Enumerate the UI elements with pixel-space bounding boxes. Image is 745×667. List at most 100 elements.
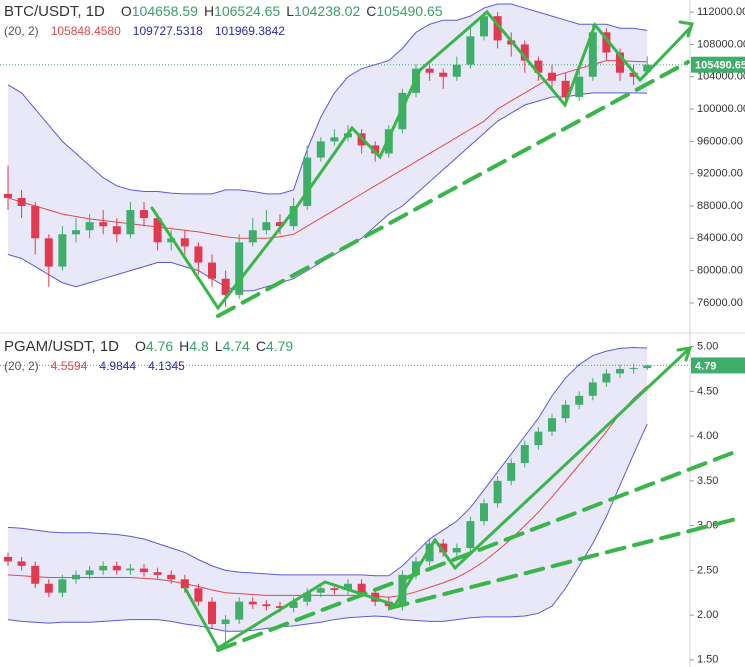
candle-body bbox=[194, 588, 203, 602]
y-tick-label: 3.50 bbox=[697, 475, 718, 487]
candle-body bbox=[72, 230, 80, 235]
candle-body bbox=[44, 238, 53, 267]
legend-header: PGAM/USDT, 1D O4.76 H4.8 L4.74 C4.79 bbox=[4, 338, 293, 356]
indicator-value: 101969.3842 bbox=[214, 24, 285, 38]
candle-body bbox=[466, 36, 475, 65]
y-tick-label: 4.50 bbox=[697, 385, 718, 397]
candle-body bbox=[561, 80, 570, 97]
candle-body bbox=[167, 574, 176, 580]
candle-body bbox=[248, 230, 257, 243]
ohlc-value: 104658.59 bbox=[131, 3, 198, 19]
y-tick-label: 4.00 bbox=[697, 430, 718, 442]
candle-body bbox=[629, 72, 638, 77]
indicator-value: 4.9844 bbox=[99, 359, 137, 373]
candle-body bbox=[303, 157, 312, 206]
band-middle bbox=[7, 385, 648, 598]
last-price-badge bbox=[691, 56, 745, 73]
legend-header: BTC/USDT, 1D O104658.59 H106524.65 L104238.… bbox=[4, 3, 443, 21]
candle-body bbox=[262, 604, 271, 607]
candle-body bbox=[575, 76, 584, 97]
candle-body bbox=[99, 565, 108, 571]
candle-body bbox=[480, 16, 488, 37]
candle-body bbox=[221, 619, 230, 625]
ohlc-key: C bbox=[366, 3, 377, 19]
candle-body bbox=[276, 222, 284, 227]
indicator-legend: (20, 2) 4.5594 4.9844 4.1345 bbox=[4, 359, 197, 373]
candle-body bbox=[643, 64, 652, 72]
candle-body bbox=[17, 197, 26, 206]
candle-body bbox=[548, 72, 556, 81]
band-fill bbox=[8, 4, 648, 291]
candle-body bbox=[140, 568, 148, 573]
trend-dashed bbox=[216, 60, 690, 318]
candle-body bbox=[126, 568, 135, 571]
candle-body bbox=[4, 193, 12, 198]
y-tick-label: 88000.00 bbox=[697, 200, 743, 212]
candle-body bbox=[316, 588, 325, 593]
y-tick-label: 76000.00 bbox=[697, 297, 743, 309]
y-tick-label: 100000.00 bbox=[697, 103, 745, 115]
candle-body bbox=[507, 462, 516, 481]
candle-body bbox=[180, 238, 189, 247]
indicator-value: 109727.5318 bbox=[132, 24, 203, 38]
y-tick-label: 96000.00 bbox=[697, 135, 743, 147]
candle-body bbox=[262, 222, 271, 231]
candle-body bbox=[588, 32, 597, 77]
candle-body bbox=[344, 583, 352, 591]
candle-body bbox=[534, 431, 543, 446]
candle-body bbox=[153, 572, 162, 575]
candle-body bbox=[248, 601, 257, 605]
candle-body bbox=[439, 543, 448, 553]
y-tick-label: 1.50 bbox=[697, 654, 718, 666]
candle-body bbox=[452, 64, 461, 77]
candle-body bbox=[31, 565, 40, 584]
trend-dashed bbox=[216, 448, 742, 652]
candle-body bbox=[330, 137, 339, 142]
candle-body bbox=[4, 556, 12, 562]
candle-body bbox=[221, 278, 230, 295]
ohlc-key: O bbox=[135, 338, 146, 354]
candle-body bbox=[180, 579, 189, 589]
candle-body bbox=[112, 565, 121, 571]
candle-body bbox=[126, 210, 135, 235]
candle-body bbox=[235, 601, 244, 620]
candle-body bbox=[289, 205, 298, 227]
candle-body bbox=[85, 222, 94, 231]
symbol-title: PGAM/USDT, 1D bbox=[4, 338, 120, 355]
ohlc-value: 105490.65 bbox=[376, 3, 443, 19]
band-upper bbox=[7, 347, 648, 577]
candle-body bbox=[208, 601, 216, 625]
trend-zigzag bbox=[150, 9, 692, 311]
candle-body bbox=[167, 238, 176, 243]
ohlc-key: L bbox=[214, 338, 223, 354]
candle-body bbox=[194, 246, 203, 263]
ohlc-key: L bbox=[286, 3, 295, 19]
candle-body bbox=[616, 369, 624, 374]
candle-body bbox=[602, 373, 611, 383]
last-price-label: 4.79 bbox=[695, 360, 716, 372]
candle-body bbox=[316, 141, 325, 158]
indicator-value: 105848.4580 bbox=[50, 24, 121, 38]
candle-body bbox=[140, 210, 148, 219]
candle-body bbox=[235, 242, 244, 295]
y-tick-label: 92000.00 bbox=[697, 168, 743, 180]
candle-body bbox=[602, 32, 611, 53]
candle-body bbox=[330, 588, 339, 591]
y-tick-label: 80000.00 bbox=[697, 265, 743, 277]
candle-body bbox=[58, 234, 67, 267]
symbol-title: BTC/USDT, 1D bbox=[4, 3, 105, 20]
candle-body bbox=[480, 503, 488, 522]
ohlc-value: 104238.02 bbox=[294, 3, 361, 19]
y-tick-label: 108000.00 bbox=[697, 38, 745, 50]
candle-body bbox=[31, 205, 40, 239]
candle-body bbox=[616, 52, 624, 73]
ohlc-value: 4.79 bbox=[265, 338, 294, 354]
indicator-params: (20, 2) bbox=[4, 24, 39, 38]
indicator-value: 4.5594 bbox=[50, 359, 88, 373]
ohlc-key: H bbox=[203, 3, 215, 19]
band-lower bbox=[7, 423, 648, 632]
band-fill bbox=[8, 347, 648, 632]
candle-body bbox=[425, 68, 434, 73]
last-price-badge bbox=[691, 357, 745, 374]
